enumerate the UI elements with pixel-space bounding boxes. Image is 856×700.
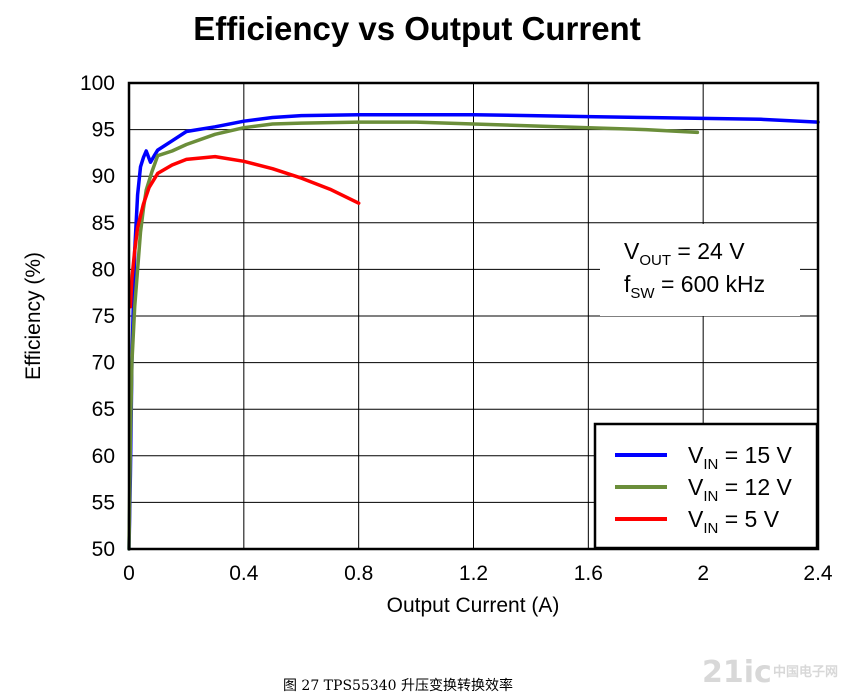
series-line-vin-5 xyxy=(128,154,361,309)
y-tick-label: 60 xyxy=(92,445,115,468)
watermark: 21ic 中国电子网 xyxy=(702,655,838,690)
watermark-logo: 21ic xyxy=(702,655,772,690)
y-tick-label: 95 xyxy=(92,119,115,142)
x-tick-label: 2 xyxy=(697,562,709,585)
watermark-text: 中国电子网 xyxy=(773,664,838,680)
legend-label-vin-15: VIN = 15 V xyxy=(688,442,793,473)
series-line-vin-15 xyxy=(127,112,820,551)
x-tick-label: 1.2 xyxy=(459,562,488,585)
y-tick-label: 75 xyxy=(92,305,115,328)
legend-label-vin-12: VIN = 12 V xyxy=(688,474,793,505)
x-tick-label: 2.4 xyxy=(803,562,833,585)
y-tick-label: 90 xyxy=(92,165,115,188)
series-layer xyxy=(127,112,820,551)
x-tick-label: 0.8 xyxy=(344,562,373,585)
y-axis-label: Efficiency (%) xyxy=(22,252,45,380)
y-tick-label: 100 xyxy=(80,72,115,95)
legend: VIN = 15 V VIN = 12 V VIN = 5 V xyxy=(593,422,819,550)
series-line-vin-12 xyxy=(127,120,700,551)
chart-title: Efficiency vs Output Current xyxy=(193,10,640,47)
x-tick-label: 0 xyxy=(123,562,135,585)
figure-caption: 图 27 TPS55340 升压变换转换效率 xyxy=(283,677,513,694)
x-axis-label: Output Current (A) xyxy=(387,594,560,617)
plot-frame xyxy=(127,81,820,551)
ticks-layer: 0 0.4 0.8 1.2 1.6 2 2.4 50 55 60 65 70 75 80 85 90 95 100 xyxy=(80,72,833,585)
annotation: VOUT = 24 V fSW = 600 kHz xyxy=(600,224,800,316)
annotation-vout: VOUT = 24 V xyxy=(624,238,745,269)
x-tick-label: 1.6 xyxy=(574,562,603,585)
y-tick-label: 80 xyxy=(92,258,115,281)
legend-label-vin-5: VIN = 5 V xyxy=(688,506,780,537)
y-tick-label: 85 xyxy=(92,212,115,235)
y-tick-label: 65 xyxy=(92,398,115,421)
annotation-fsw: fSW = 600 kHz xyxy=(624,271,765,302)
y-tick-label: 70 xyxy=(92,352,115,375)
y-tick-label: 50 xyxy=(92,538,115,561)
y-tick-label: 55 xyxy=(92,491,115,514)
x-tick-label: 0.4 xyxy=(229,562,259,585)
annotation-background xyxy=(600,224,800,316)
